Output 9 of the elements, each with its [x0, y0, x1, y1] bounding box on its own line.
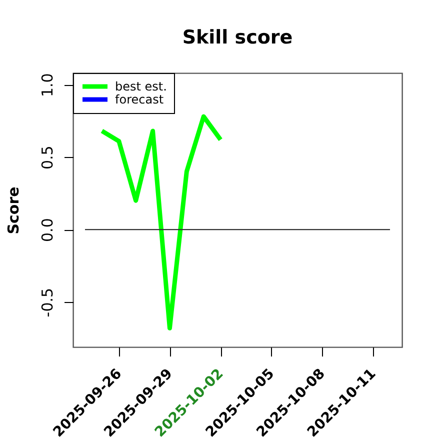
line-series [100, 114, 223, 330]
y-tick-label: -0.5 [38, 288, 56, 318]
chart-title: Skill score [182, 26, 293, 48]
y-tick-label: 1.0 [38, 73, 56, 98]
y-axis-title: Score [4, 186, 22, 234]
y-tick-label: 0.5 [38, 146, 56, 170]
y-tick-label: 0.0 [38, 218, 56, 242]
legend-label: best est. [115, 80, 167, 94]
legend-label: forecast [115, 92, 164, 106]
